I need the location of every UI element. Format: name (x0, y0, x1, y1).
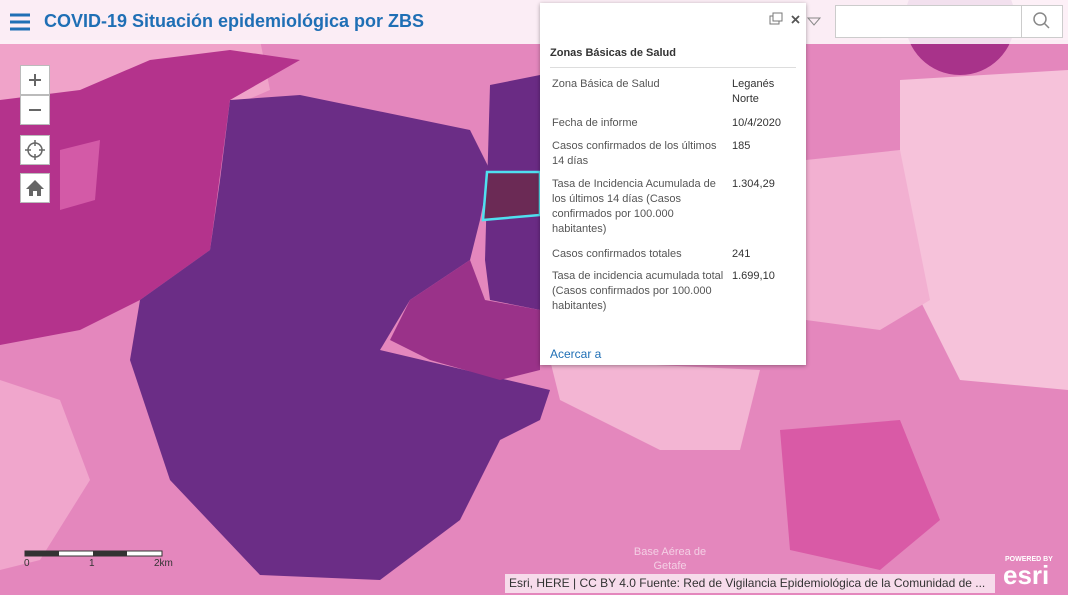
region (0, 50, 300, 345)
region (550, 360, 760, 450)
zoom-out[interactable] (20, 95, 50, 125)
field-value: Leganés Norte (732, 78, 775, 105)
field-value: 1.699,10 (732, 270, 775, 282)
scale-label: 0 (24, 558, 30, 569)
popup-controls[interactable] (752, 11, 802, 31)
scale-label: 1 (89, 558, 95, 569)
app-title: COVID-19 Situación epidemiológica por ZB… (44, 11, 425, 31)
region (900, 70, 1068, 390)
region (60, 140, 100, 210)
region (780, 420, 940, 570)
field-label: Zona Básica de Salud (552, 78, 660, 90)
home[interactable] (20, 173, 50, 203)
separator (550, 67, 796, 68)
scale-bar-segment (25, 551, 59, 556)
locate[interactable] (20, 135, 50, 165)
region (130, 95, 550, 580)
attribution: Esri, HERE | CC BY 4.0 Fuente: Red de Vi… (505, 574, 995, 593)
menu-button[interactable] (0, 0, 40, 44)
zoom-to-link[interactable]: Acercar a (550, 347, 602, 361)
map-label: Base Aérea de Getafe (633, 546, 707, 572)
field-label: Casos confirmados totales (552, 248, 682, 260)
scale-label: 2km (154, 558, 173, 569)
field-value: 241 (732, 248, 751, 260)
field-label: Tasa de incidencia acumulada total (Caso… (552, 270, 724, 312)
popup-title: Zonas Básicas de Salud (550, 47, 676, 59)
search-button[interactable] (1021, 6, 1062, 37)
search-box[interactable] (835, 5, 1063, 38)
popup: Zonas Básicas de Salud Zona Básica de Sa… (540, 3, 806, 365)
zoom-in[interactable] (20, 65, 50, 95)
header: COVID-19 Situación epidemiológica por ZB… (0, 0, 1068, 44)
field-value: 1.304,29 (732, 178, 775, 190)
field-label: Fecha de informe (552, 117, 638, 129)
region (806, 150, 930, 330)
field-value: 10/4/2020 (732, 117, 781, 129)
search-dropdown[interactable] (805, 12, 825, 32)
scale-bar-segment (93, 551, 127, 556)
region (0, 380, 90, 570)
field-label: Tasa de Incidencia Acumulada de los últi… (552, 178, 716, 235)
field-value: 185 (732, 140, 751, 152)
field-label: Casos confirmados de los últimos 14 días (552, 140, 717, 167)
logo-caption: POWERED BY (1005, 556, 1053, 563)
selected-zone[interactable] (481, 170, 542, 222)
logo: esri (1003, 560, 1050, 590)
region (390, 260, 540, 380)
